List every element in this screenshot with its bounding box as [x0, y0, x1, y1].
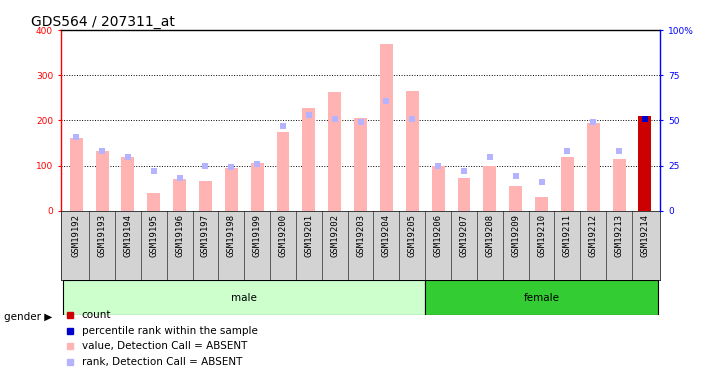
Text: GSM19204: GSM19204 — [382, 214, 391, 257]
Text: GSM19203: GSM19203 — [356, 214, 365, 257]
Bar — [251, 164, 263, 211]
Bar — [96, 151, 109, 211]
Bar — [173, 179, 186, 211]
Text: GDS564 / 207311_at: GDS564 / 207311_at — [31, 15, 175, 29]
Text: GSM19214: GSM19214 — [640, 214, 650, 257]
Bar — [199, 182, 212, 211]
Bar — [225, 168, 238, 211]
Text: GSM19195: GSM19195 — [149, 214, 159, 257]
Bar — [328, 92, 341, 211]
Bar — [509, 186, 522, 211]
Text: GSM19212: GSM19212 — [589, 214, 598, 257]
Text: GSM19207: GSM19207 — [460, 214, 468, 257]
Bar — [147, 193, 160, 211]
Text: GSM19205: GSM19205 — [408, 214, 417, 257]
Bar — [535, 197, 548, 211]
Bar — [561, 156, 574, 211]
Text: GSM19192: GSM19192 — [71, 214, 81, 257]
Text: GSM19206: GSM19206 — [433, 214, 443, 257]
Bar — [354, 118, 367, 211]
Text: GSM19194: GSM19194 — [124, 214, 132, 257]
Text: GSM19193: GSM19193 — [98, 214, 106, 257]
Text: percentile rank within the sample: percentile rank within the sample — [81, 326, 258, 336]
Text: male: male — [231, 293, 257, 303]
Bar — [426, 280, 658, 315]
Bar — [483, 166, 496, 211]
Text: female: female — [523, 293, 560, 303]
Bar — [276, 132, 289, 211]
Text: GSM19196: GSM19196 — [175, 214, 184, 257]
Bar — [121, 156, 134, 211]
Text: gender ▶: gender ▶ — [4, 312, 52, 322]
Text: count: count — [81, 310, 111, 320]
Text: GSM19199: GSM19199 — [253, 214, 261, 257]
Text: GSM19202: GSM19202 — [330, 214, 339, 257]
Bar — [613, 159, 625, 211]
Bar — [380, 44, 393, 211]
Bar — [64, 280, 426, 315]
Bar — [70, 138, 83, 211]
Text: GSM19208: GSM19208 — [486, 214, 494, 257]
Bar — [587, 123, 600, 211]
Bar — [303, 108, 316, 211]
Bar — [458, 178, 471, 211]
Text: GSM19209: GSM19209 — [511, 214, 521, 257]
Bar — [406, 91, 418, 211]
Text: GSM19197: GSM19197 — [201, 214, 210, 257]
Bar — [638, 116, 651, 211]
Text: GSM19213: GSM19213 — [615, 214, 623, 257]
Text: value, Detection Call = ABSENT: value, Detection Call = ABSENT — [81, 341, 247, 351]
Text: rank, Detection Call = ABSENT: rank, Detection Call = ABSENT — [81, 357, 242, 367]
Text: GSM19210: GSM19210 — [537, 214, 546, 257]
Text: GSM19211: GSM19211 — [563, 214, 572, 257]
Text: GSM19200: GSM19200 — [278, 214, 288, 257]
Text: GSM19201: GSM19201 — [304, 214, 313, 257]
Bar — [432, 166, 445, 211]
Text: GSM19198: GSM19198 — [227, 214, 236, 257]
